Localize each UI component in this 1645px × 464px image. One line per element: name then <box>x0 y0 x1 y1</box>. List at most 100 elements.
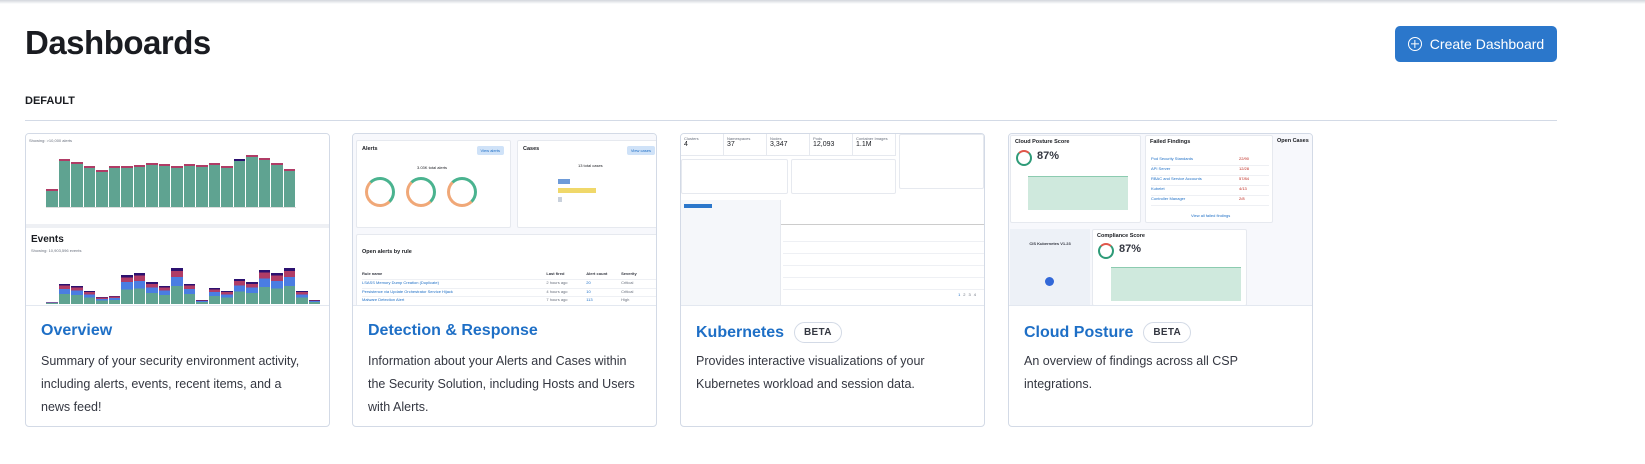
card-description: Information about your Alerts and Cases … <box>368 354 635 414</box>
thumb-text: 12,093 <box>813 141 835 148</box>
histogram-bar <box>271 163 283 207</box>
thumb-text: Namespaces <box>727 136 751 141</box>
events-histogram <box>46 259 326 304</box>
histogram-bar <box>258 270 270 304</box>
histogram-bar <box>96 297 108 304</box>
histogram-bar <box>83 165 95 207</box>
page-title: Dashboards <box>25 24 211 61</box>
thumb-text: 51 <box>586 306 621 307</box>
thumb-text: 2/8 <box>1239 196 1245 201</box>
histogram-bar <box>158 163 170 207</box>
table-row: Persistence via Update Orchestrator Serv… <box>362 287 656 297</box>
thumb-text: High <box>621 306 656 307</box>
thumb-text: 11 hours ago <box>546 306 586 307</box>
thumb-text: 4 <box>684 141 688 148</box>
pagination-page: 2 <box>963 292 966 297</box>
thumb-text: Rule name Last fired Alert count Severity <box>362 271 656 279</box>
histogram-bar <box>196 299 208 304</box>
top-bar-shadow <box>0 0 1645 4</box>
histogram-bar <box>121 274 133 304</box>
thumb-text: 12/28 <box>1239 166 1250 171</box>
thumb-text: 20 <box>586 280 591 285</box>
thumb-text: View alerts <box>476 146 504 155</box>
histogram-bar <box>271 272 283 304</box>
create-dashboard-button[interactable]: Create Dashboard <box>1395 26 1557 62</box>
thumb-text: Kubelet <box>1151 186 1165 191</box>
stat-tile: Namespaces 37 <box>724 134 767 155</box>
table-row <box>783 230 984 242</box>
card-title-kubernetes[interactable]: Kubernetes <box>696 323 785 341</box>
thumb-text: View cases <box>626 146 655 155</box>
histogram-bar <box>158 286 170 304</box>
table-row <box>783 266 984 278</box>
histogram-bar <box>108 166 120 207</box>
histogram-bar <box>71 162 83 207</box>
histogram-bar <box>283 169 295 207</box>
thumb-text: Open Cases <box>1277 138 1309 144</box>
thumb-text: Alerts <box>362 146 378 152</box>
dashboard-card-kubernetes[interactable]: Clusters 4 Namespaces 37 Nodes 3,347 Pods 12,09… <box>680 133 985 427</box>
thumb-text: Cases <box>523 146 540 152</box>
thumb-text: 7 hours ago <box>546 297 568 302</box>
histogram-bar <box>108 295 120 304</box>
histogram-bar <box>196 165 208 207</box>
thumb-text: Critical <box>621 288 634 294</box>
thumb-text: Clusters <box>684 136 699 141</box>
table-row: LSASS Memory Dump Creation (Duplicate) 2 … <box>362 279 656 288</box>
histogram-bar <box>46 189 58 207</box>
histogram-bar <box>246 281 258 304</box>
thumb-text: Container Images <box>856 136 888 141</box>
thumb-text: Showing: >10,000 alerts <box>29 138 73 143</box>
detection-thumbnail: Alerts View alerts 3.03K total alerts Ca… <box>353 134 656 306</box>
dashboard-card-cloud-posture[interactable]: Cloud Posture Score 87% Failed Findings … <box>1008 133 1313 427</box>
histogram-bar <box>258 157 270 207</box>
thumb-text: 4/13 <box>1239 186 1247 191</box>
table-row <box>783 254 984 266</box>
thumb-text: API Server <box>1151 166 1171 171</box>
thumb-text: 1.1M <box>856 141 872 148</box>
card-description: Provides interactive visualizations of y… <box>696 354 925 391</box>
thumb-text: Pods <box>813 136 823 141</box>
dashboard-card-overview[interactable]: Showing: >10,000 alerts Events Showing: … <box>25 133 330 427</box>
thumb-text: LSASS Memory Dump Creation (Duplicate) <box>362 280 439 285</box>
dashboard-card-detection-response[interactable]: Alerts View alerts 3.03K total alerts Ca… <box>352 133 657 427</box>
thumb-text: 37 <box>727 141 735 148</box>
thumb-text: Alert count <box>586 271 608 276</box>
card-title-overview[interactable]: Overview <box>41 322 113 339</box>
table-row: Potential Credential Access via Windows … <box>362 304 656 307</box>
divider <box>25 120 1557 121</box>
table-row <box>783 278 984 290</box>
stat-tile: Container Images 1.1M <box>853 134 896 155</box>
histogram-bar <box>208 163 220 207</box>
histogram-bar <box>121 166 133 207</box>
thumb-text: Compliance Score <box>1097 233 1145 239</box>
beta-badge: BETA <box>1143 322 1192 343</box>
thumb-text: 2 hours ago <box>546 280 568 285</box>
card-title-cloud-posture[interactable]: Cloud Posture <box>1024 323 1134 341</box>
histogram-bar <box>58 283 70 304</box>
histogram-bar <box>71 286 83 304</box>
histogram-bar <box>133 272 145 304</box>
thumb-text: Potential Credential Access via Windows … <box>362 306 546 307</box>
thumb-text: Events <box>31 234 64 245</box>
histogram-bar <box>183 283 195 304</box>
histogram-bar <box>96 170 108 207</box>
overview-thumbnail: Showing: >10,000 alerts Events Showing: … <box>26 134 329 306</box>
thumb-text: Rule name <box>362 271 383 276</box>
kubernetes-thumbnail: Clusters 4 Namespaces 37 Nodes 3,347 Pods 12,09… <box>681 134 984 306</box>
card-title-detection-response[interactable]: Detection & Response <box>368 322 538 339</box>
thumb-text: 57/84 <box>1239 176 1250 181</box>
thumb-text: Last fired <box>546 271 565 276</box>
beta-badge: BETA <box>794 322 842 343</box>
histogram-bar <box>146 163 158 207</box>
cloud-posture-thumbnail: Cloud Posture Score 87% Failed Findings … <box>1009 134 1312 306</box>
plus-circle-icon <box>1407 37 1422 51</box>
histogram-bar <box>296 290 308 304</box>
thumb-text: View all failed findings <box>1191 213 1231 218</box>
thumb-text: 3,347 <box>770 141 788 148</box>
histogram-bar <box>171 166 183 207</box>
histogram-bar <box>46 301 58 304</box>
thumb-text: 22/90 <box>1239 156 1250 161</box>
thumb-text: Cloud Posture Score <box>1015 139 1070 145</box>
histogram-bar <box>58 159 70 207</box>
